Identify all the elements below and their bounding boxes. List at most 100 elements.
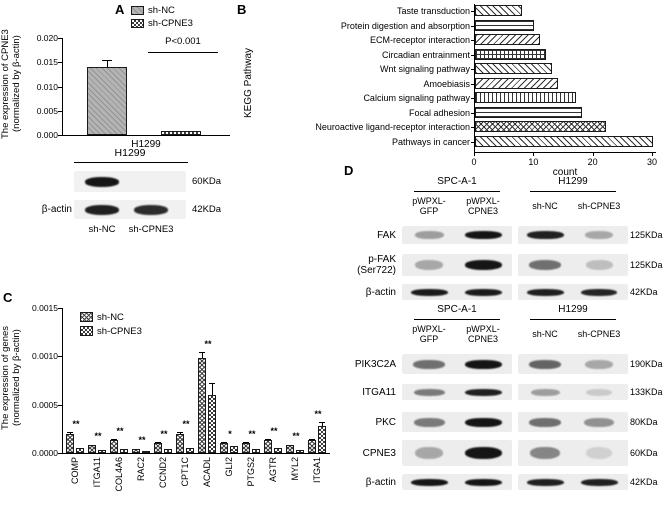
d-blot-band	[530, 388, 560, 396]
c-sig-label: **	[138, 435, 146, 446]
c-gene-label: MYL2	[290, 457, 300, 481]
a-y-axis-title: The expression of CPNE3 (normalized by β…	[0, 28, 22, 140]
d-blot-strip	[402, 474, 512, 490]
c-sig-label: **	[204, 339, 212, 350]
d-blot-band	[464, 359, 502, 369]
b-category-label: Focal adhesion	[408, 107, 470, 118]
d-lane-label: sh-NC	[532, 329, 558, 339]
d-lane-label: GFP	[419, 206, 439, 216]
c-gene-label: ITGA1	[312, 457, 322, 484]
d-blot-strip	[402, 284, 512, 300]
c-bar-nc-GLI2	[220, 443, 228, 453]
c-y-axis-title-line1: The expression of genes	[0, 325, 11, 430]
d-blot-band	[464, 231, 502, 239]
d-group-underline	[530, 191, 616, 192]
d-kda-label: 125KDa	[630, 230, 663, 240]
d-blot-strip	[402, 354, 512, 374]
c-gene-label: GLI2	[224, 457, 234, 477]
a-bar-sh-CPNE3	[161, 131, 201, 135]
a-error-cap	[102, 59, 112, 61]
b-xtick-label: 30	[646, 157, 657, 167]
d-group-header-SPC-A-1: SPC-A-1	[437, 304, 477, 315]
b-x-axis	[474, 152, 656, 153]
d-blot-band	[585, 231, 613, 239]
c-error-cap	[199, 352, 205, 354]
d-blot-band	[526, 288, 564, 296]
d-blot-strip	[518, 440, 628, 466]
c-error-cap	[111, 438, 117, 440]
d-blot-band	[581, 288, 617, 296]
d-blot-strip	[518, 354, 628, 374]
d-blot-band	[585, 260, 613, 270]
b-tick	[471, 127, 474, 128]
panel-d-label: D	[344, 163, 354, 178]
d-lane-label: pWPXL-	[412, 196, 446, 206]
b-tick	[471, 25, 474, 27]
a-ytick-label: 0.010	[36, 81, 58, 92]
d-blot-strip	[402, 384, 512, 400]
a-y-axis	[62, 38, 63, 136]
c-bar-nc-ITGA1	[308, 440, 316, 453]
a-pvalue-label: P<0.001	[165, 36, 201, 47]
c-bar-kd-CPT1C	[186, 448, 194, 453]
b-bar-0	[475, 5, 523, 16]
a-blot-kda-label: 42KDa	[192, 203, 222, 215]
d-blot-band	[415, 447, 443, 459]
a-xlabel: H1299	[131, 139, 161, 150]
d-blot-band	[464, 288, 502, 296]
d-blot-strip	[518, 384, 628, 400]
c-error-cap	[221, 441, 227, 443]
c-gene-label: CCND2	[158, 457, 168, 489]
d-kda-label: 125KDa	[630, 260, 663, 270]
b-bar-2	[475, 34, 541, 45]
c-y-axis-title-line2: (normalized by β-actin)	[11, 329, 22, 426]
d-blot-strip	[518, 254, 628, 276]
b-category-label: Circadian entrainment	[381, 49, 470, 60]
b-xtick-label: 0	[471, 157, 477, 167]
b-tick	[471, 112, 474, 114]
c-sig-label: **	[270, 425, 278, 436]
c-gene-label: COMP	[70, 457, 80, 484]
c-error-cap	[319, 422, 325, 424]
a-ytick	[58, 86, 62, 88]
a-blot-lane-label: sh-NC	[88, 224, 116, 235]
c-y-axis-title: The expression of genes (normalized by β…	[0, 300, 22, 455]
a-blot-underline	[74, 162, 188, 163]
d-blot-band	[529, 359, 561, 369]
d-blot-band	[585, 359, 613, 369]
b-category-label: Wnt signaling pathway	[379, 64, 470, 74]
d-blot-band	[526, 231, 564, 239]
d-kda-label: 190KDa	[630, 359, 663, 369]
panel-a-label: A	[115, 2, 125, 17]
d-kda-label: 42KDa	[630, 287, 658, 297]
a-blot-strip	[74, 171, 186, 192]
c-bar-kd-AGTR	[274, 448, 282, 453]
c-bar-nc-AGTR	[264, 440, 272, 453]
d-kda-label: 60KDa	[630, 448, 658, 458]
c-legend-label: sh-NC	[97, 312, 124, 323]
c-sig-label: **	[72, 418, 80, 429]
d-blot-band	[464, 417, 502, 427]
a-ytick	[58, 62, 62, 64]
d-blot-band	[586, 388, 612, 396]
d-group-header-SPC-A-1: SPC-A-1	[437, 176, 477, 187]
c-error-cap	[309, 438, 315, 440]
b-xtick	[652, 153, 653, 156]
a-legend-label: sh-CPNE3	[148, 18, 193, 29]
c-bar-kd-COMP	[76, 448, 84, 453]
a-ytick-label: 0.015	[36, 57, 58, 68]
a-blot-protein-label: β-actin	[41, 203, 72, 215]
d-lane-label: CPNE3	[467, 334, 498, 344]
d-protein-label: β-actin	[365, 476, 396, 488]
c-sig-label: **	[182, 418, 190, 429]
d-protein-label: p-FAK	[368, 254, 396, 265]
d-blot-strip	[518, 284, 628, 300]
c-ytick	[58, 404, 62, 406]
b-tick	[471, 141, 474, 143]
c-bar-kd-PTGS2	[252, 449, 260, 453]
c-bar-nc-CPT1C	[176, 433, 184, 453]
d-protein-label: FAK	[377, 229, 396, 241]
c-sig-label: **	[116, 425, 124, 436]
b-y-axis-title-text: KEGG Pathway	[243, 47, 254, 118]
c-bar-kd-CCND2	[164, 449, 172, 453]
